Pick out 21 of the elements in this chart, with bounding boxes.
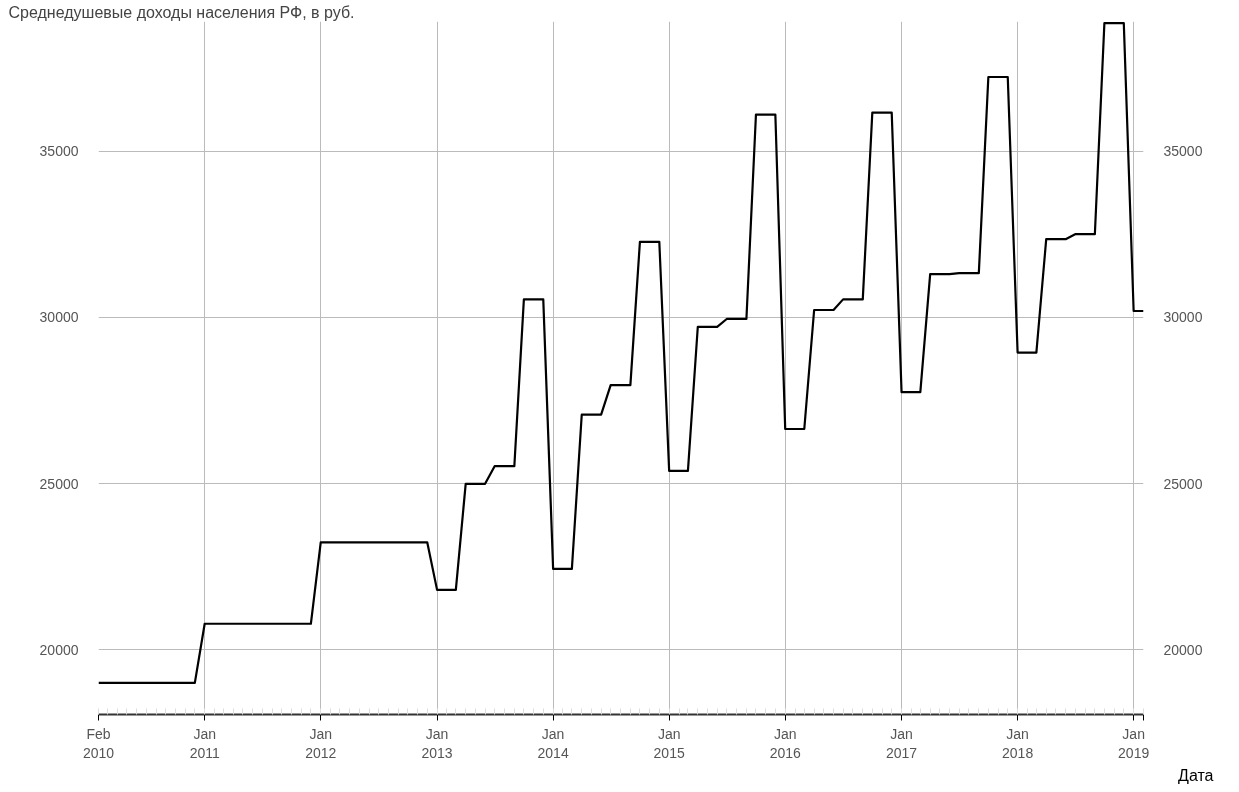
y2-tick-label: 30000 xyxy=(1163,309,1203,326)
x-tick-label: Jan 2014 xyxy=(537,725,569,761)
y2-tick-label: 25000 xyxy=(1163,475,1203,492)
y2-tick-label: 20000 xyxy=(1163,641,1203,658)
line-series xyxy=(98,22,1144,685)
x-tick-label: Jan 2013 xyxy=(421,725,453,761)
x-tick-label: Feb 2010 xyxy=(82,725,115,761)
chart-title: Среднедушевые доходы населения РФ, в руб. xyxy=(8,3,355,21)
y-tick-label: 25000 xyxy=(39,475,79,492)
y-tick-label: 35000 xyxy=(39,143,79,160)
y-tick-label: 30000 xyxy=(39,309,79,326)
y2-tick-label: 35000 xyxy=(1163,143,1203,160)
x-tick-label: Jan 2015 xyxy=(653,725,685,761)
x-tick-label: Jan 2016 xyxy=(769,725,801,761)
x-tick-label: Jan 2011 xyxy=(189,725,220,761)
x-tick-label: Jan 2017 xyxy=(885,725,918,761)
x-tick-label: Jan 2012 xyxy=(305,725,337,761)
x-tick-label: Jan 2018 xyxy=(1002,725,1034,761)
y-tick-label: 20000 xyxy=(39,641,79,658)
x-tick-label: Jan 2019 xyxy=(1118,725,1150,761)
x-axis-title: Дата xyxy=(1178,766,1214,784)
